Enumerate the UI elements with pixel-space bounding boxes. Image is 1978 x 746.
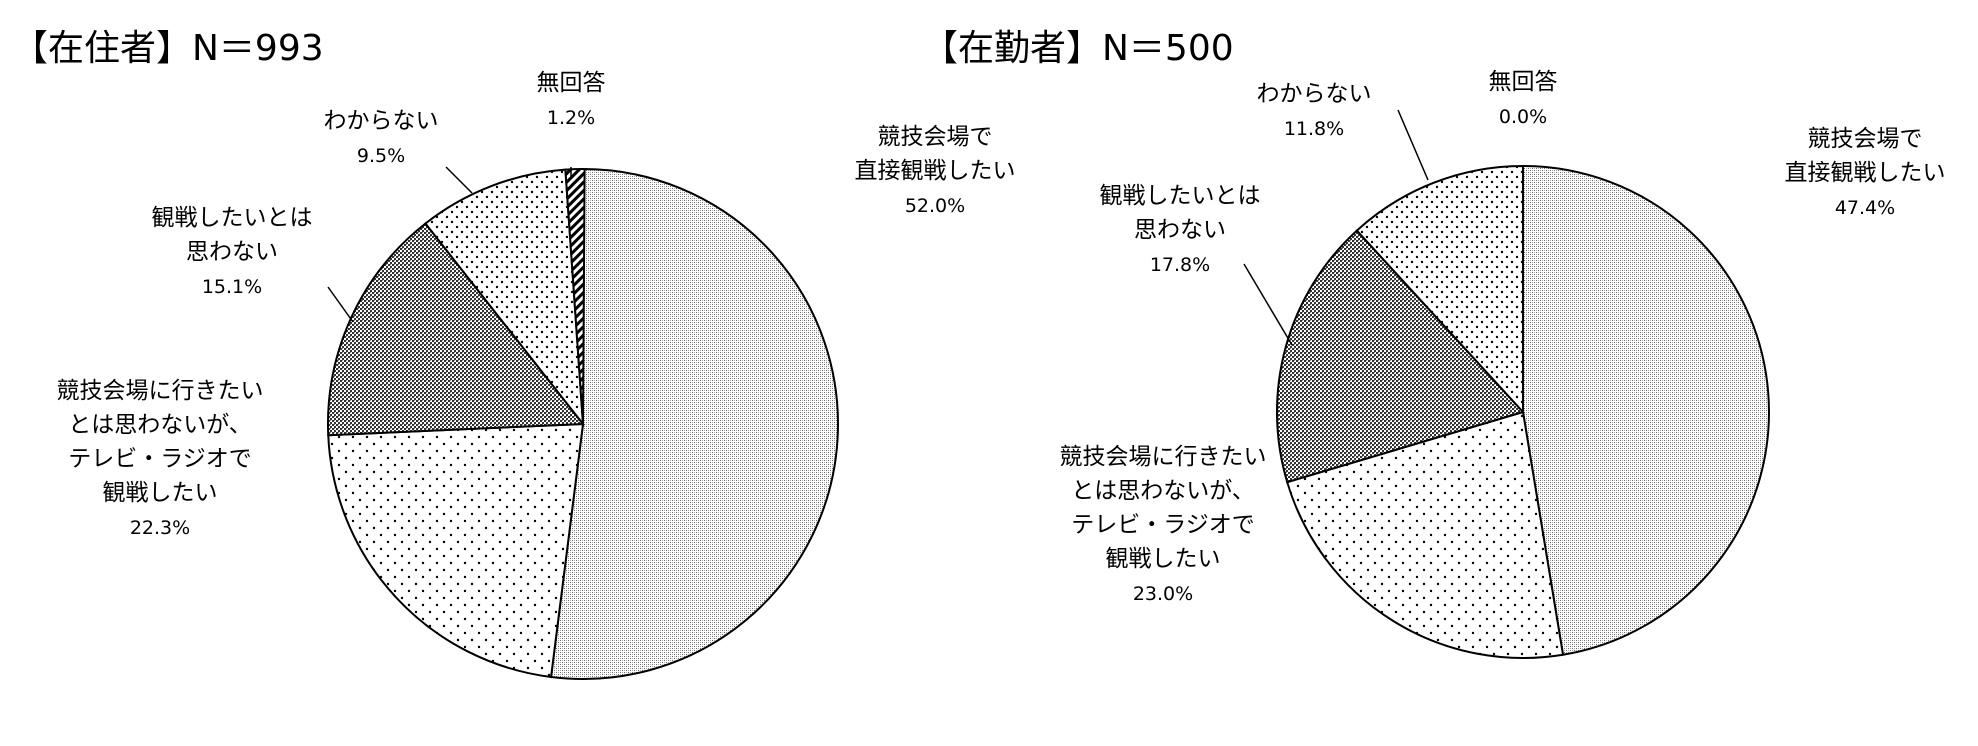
chart-0-slice-4 xyxy=(564,168,586,425)
chart-1-slice-3-value: 11.8% xyxy=(1284,118,1344,140)
chart-1-slice-2 xyxy=(1276,229,1525,484)
chart-0-slice-3-value: 9.5% xyxy=(357,145,405,167)
leader-lines xyxy=(327,109,1429,346)
chart-1-slice-2-label: 観戦したいとは思わない 17.8% xyxy=(1100,183,1261,276)
chart-1-slice-4-label: 無回答 0.0% xyxy=(1489,69,1558,128)
chart-0-slice-4-value: 1.2% xyxy=(547,107,595,129)
chart-title-residents: 【在住者】N＝993 xyxy=(12,28,324,69)
chart-0-slice-3-label: わからない 9.5% xyxy=(324,108,439,167)
chart-0-slice-1 xyxy=(327,422,585,679)
chart-1-slice-3-label: わからない 11.8% xyxy=(1257,81,1372,140)
chart-1-slice-1-label: 競技会場に行きたいとは思わないが、テレビ・ラジオで観戦したい 23.0% xyxy=(1060,444,1267,605)
chart-0-slice-4-label: 無回答 1.2% xyxy=(537,70,606,129)
chart-0-slice-3-leader xyxy=(445,166,473,194)
chart-0-slice-2-leader xyxy=(327,286,354,323)
chart-1-slice-0 xyxy=(1522,164,1770,656)
chart-1-slice-0-label: 競技会場で直接観戦したい 47.4% xyxy=(1785,126,1946,219)
chart-1-slice-2-leader xyxy=(1243,263,1293,346)
chart-0-slice-3 xyxy=(424,168,585,428)
chart-1-slice-3 xyxy=(1355,164,1524,415)
chart-0-slice-2-value: 15.1% xyxy=(202,276,262,298)
chart-0-slice-2 xyxy=(327,222,585,437)
chart-1-slice-0-value: 47.4% xyxy=(1835,197,1895,219)
chart-1-slice-2-value: 17.8% xyxy=(1150,254,1210,276)
chart-0-slice-0 xyxy=(549,167,839,680)
chart-1-slice-3-leader xyxy=(1397,109,1429,181)
chart-1-slice-4-value: 0.0% xyxy=(1499,106,1547,128)
chart-1-slice-1 xyxy=(1285,410,1565,659)
chart-1-slice-1-value: 23.0% xyxy=(1133,583,1193,605)
slice-labels: 競技会場で直接観戦したい 52.0% 競技会場に行きたいとは思わないが、テレビ・ラジ… xyxy=(57,69,1946,605)
chart-0-slice-0-value: 52.0% xyxy=(905,195,965,217)
chart-0-slice-0-label: 競技会場で直接観戦したい 52.0% xyxy=(855,124,1016,217)
chart-0-slice-1-value: 22.3% xyxy=(130,517,190,539)
chart-0-slice-1-label: 競技会場に行きたいとは思わないが、テレビ・ラジオで観戦したい 22.3% xyxy=(57,378,264,539)
chart-0-slice-2-label: 観戦したいとは思わない 15.1% xyxy=(152,205,313,298)
pie-slices xyxy=(327,164,1770,680)
chart-title-workers: 【在勤者】N＝500 xyxy=(922,28,1234,69)
